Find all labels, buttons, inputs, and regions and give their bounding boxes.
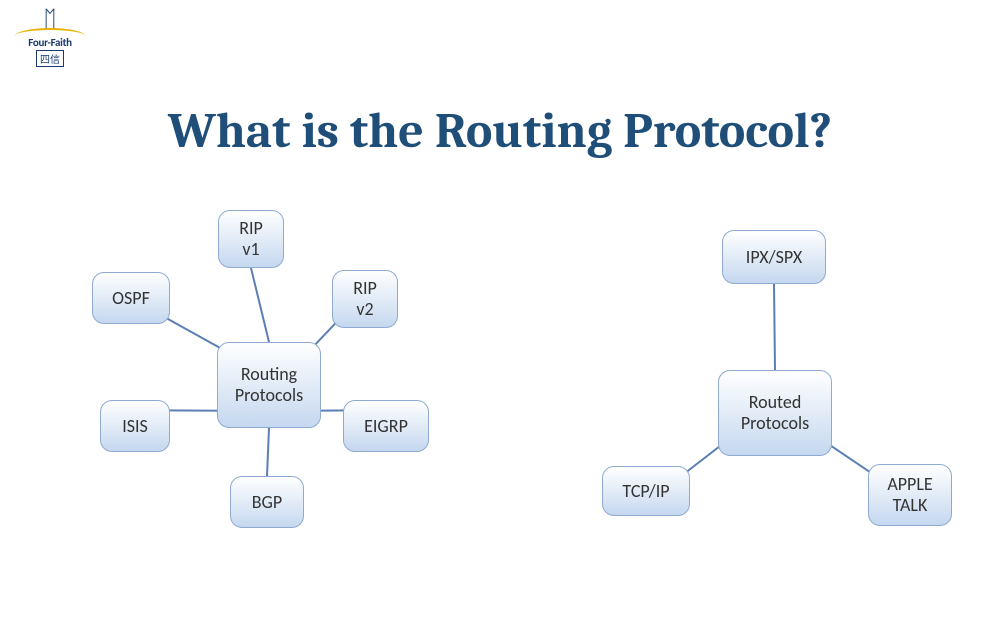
node-routing-leaf-3: BGP xyxy=(230,476,304,528)
node-routing-leaf-0: RIP v1 xyxy=(218,210,284,268)
edge-routing-3 xyxy=(267,428,269,476)
node-routed-center: Routed Protocols xyxy=(718,370,832,456)
node-routing-leaf-1: RIP v2 xyxy=(332,270,398,328)
page-title: What is the Routing Protocol? xyxy=(0,102,1000,160)
node-routing-leaf-2: EIGRP xyxy=(343,400,429,452)
edge-routed-0 xyxy=(774,284,775,370)
node-routed-leaf-1: APPLE TALK xyxy=(868,464,952,526)
node-routing-center: Routing Protocols xyxy=(217,342,321,428)
diagram-routing: RIP v1 RIP v2 EIGRP BGP ISIS OSPF Routing Prot… xyxy=(70,210,450,590)
logo-brand-cn: 四信 xyxy=(36,50,64,67)
node-routing-leaf-4: ISIS xyxy=(100,400,170,452)
node-routed-leaf-2: TCP/IP xyxy=(602,466,690,516)
brand-logo: ᛖ Four-Faith 四信 xyxy=(10,8,90,68)
node-routed-leaf-0: IPX/SPX xyxy=(722,230,826,284)
edge-routing-0 xyxy=(251,268,269,342)
node-routing-leaf-5: OSPF xyxy=(92,272,170,324)
logo-mark-icon: ᛖ xyxy=(10,8,90,30)
diagram-routed: IPX/SPX APPLE TALK TCP/IP Routed Protocols xyxy=(590,230,970,590)
logo-brand-en: Four-Faith xyxy=(10,36,90,49)
